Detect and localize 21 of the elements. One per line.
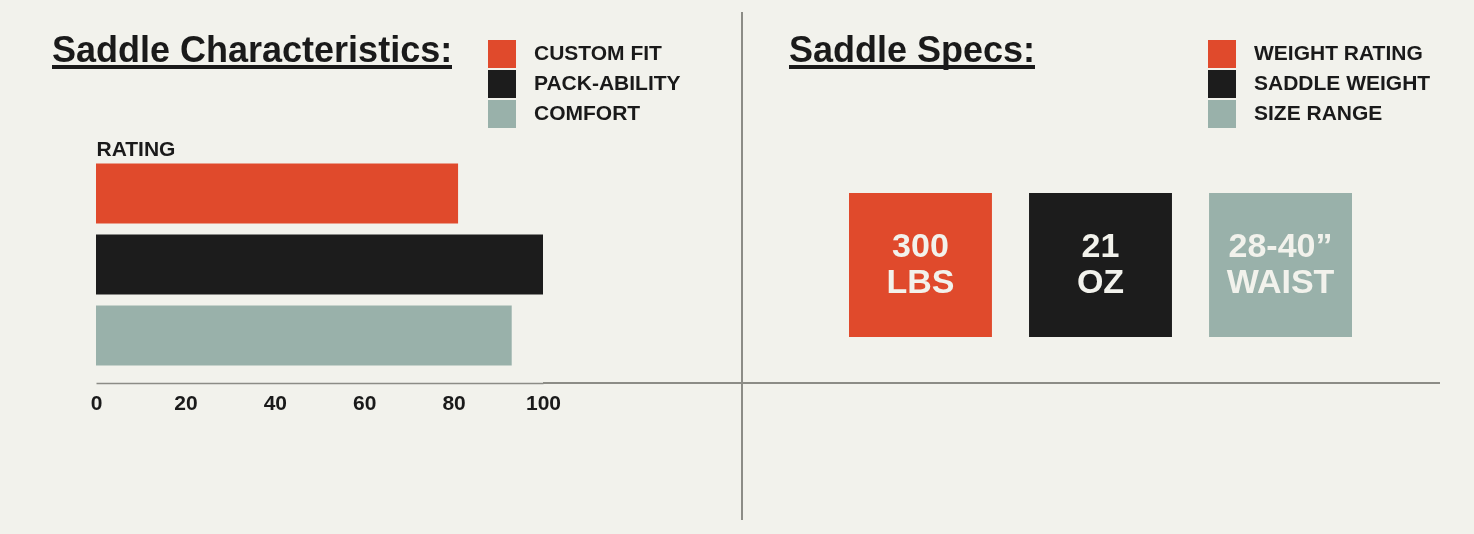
bar xyxy=(96,234,543,295)
chart-title: Saddle Characteristics: xyxy=(52,29,453,70)
x-tick-label: 80 xyxy=(442,390,466,414)
bar xyxy=(96,305,512,366)
text: Saddle Specs: xyxy=(789,29,1036,70)
x-tick-label: 100 xyxy=(525,390,562,414)
x-tick-label: 60 xyxy=(353,390,377,414)
legend-label: CUSTOM FIT xyxy=(534,41,663,64)
x-tick-label: 40 xyxy=(263,390,287,414)
text: 300 LBS xyxy=(886,226,955,300)
category-label: WEIGHT RATING xyxy=(1254,41,1423,64)
legend-label: PACK-ABILITY xyxy=(534,71,681,94)
bar xyxy=(96,163,459,224)
category-label: SADDLE WEIGHT xyxy=(1254,71,1431,94)
x-tick-label: 20 xyxy=(174,390,198,414)
x-axis-title: RATING xyxy=(96,136,176,160)
text: 21 OZ xyxy=(1076,226,1125,300)
text: 28-40” WAIST xyxy=(1226,226,1335,300)
x-tick-label: 0 xyxy=(90,390,103,414)
category-label: SIZE RANGE xyxy=(1254,101,1383,124)
legend-label: COMFORT xyxy=(534,101,641,124)
